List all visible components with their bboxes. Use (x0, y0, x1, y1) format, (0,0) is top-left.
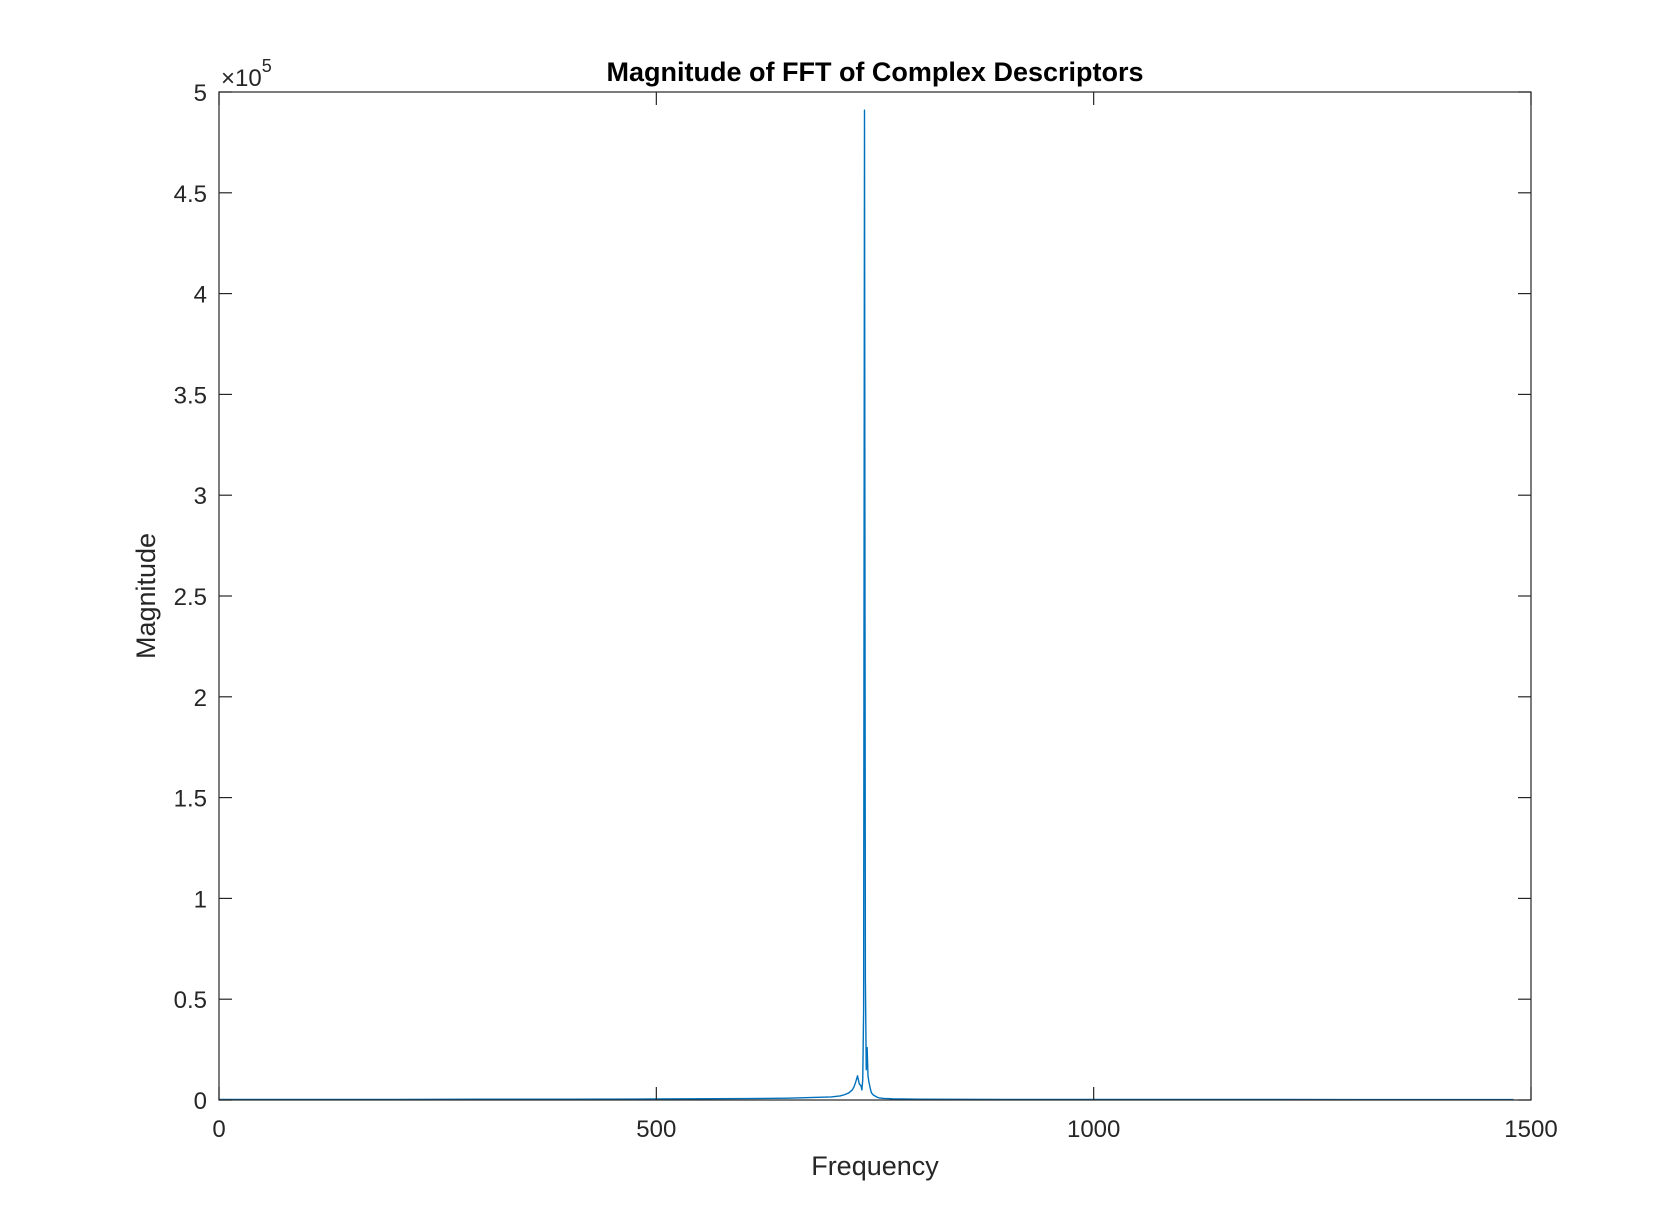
y-tick-label: 5 (194, 80, 207, 107)
y-tick-label: 2.5 (174, 584, 207, 611)
x-axis-label: Frequency (811, 1151, 939, 1181)
y-tick-label: 0 (194, 1088, 207, 1115)
y-exponent-power: 5 (262, 56, 272, 76)
y-tick-label: 2 (194, 685, 207, 712)
y-tick-label: 3.5 (174, 382, 207, 409)
y-axis-exponent: ×105 (221, 56, 272, 92)
x-axis: 0 500 1000 1500 (212, 92, 1558, 1143)
x-tick-label: 1000 (1067, 1116, 1120, 1143)
y-exponent-base: ×10 (221, 65, 262, 92)
y-axis-label: Magnitude (131, 533, 161, 659)
y-tick-label: 3 (194, 483, 207, 510)
chart-title: Magnitude of FFT of Complex Descriptors (606, 57, 1143, 87)
y-tick-label: 1 (194, 886, 207, 913)
x-tick-label: 0 (212, 1116, 225, 1143)
y-tick-label: 4.5 (174, 181, 207, 208)
x-tick-label: 1500 (1504, 1116, 1557, 1143)
y-tick-label: 1.5 (174, 786, 207, 813)
y-tick-label: 4 (194, 282, 207, 309)
y-axis: 0 0.5 1 1.5 2 2.5 3 3.5 4 4.5 5 (174, 80, 1531, 1115)
series-line (219, 109, 1514, 1101)
y-tick-label: 0.5 (174, 987, 207, 1014)
axes-box (218, 91, 1532, 1101)
plot-area (219, 109, 1514, 1101)
x-tick-label: 500 (636, 1116, 676, 1143)
